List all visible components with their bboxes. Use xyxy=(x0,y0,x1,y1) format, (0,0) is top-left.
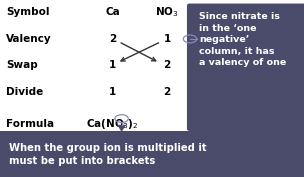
Text: Since nitrate is
in the ‘one
negative’
column, it has
a valency of one: Since nitrate is in the ‘one negative’ c… xyxy=(199,12,286,67)
Text: 1: 1 xyxy=(109,87,116,97)
Text: Ca: Ca xyxy=(105,7,120,17)
Text: 2: 2 xyxy=(164,61,171,70)
Text: 1: 1 xyxy=(109,61,116,70)
Text: 2: 2 xyxy=(109,34,116,44)
Text: When the group ion is multiplied it
must be put into brackets: When the group ion is multiplied it must… xyxy=(9,143,207,166)
Text: 1: 1 xyxy=(164,34,171,44)
Text: Swap: Swap xyxy=(6,61,38,70)
Text: Divide: Divide xyxy=(6,87,43,97)
Text: NO$_3$: NO$_3$ xyxy=(155,5,179,19)
FancyBboxPatch shape xyxy=(0,131,304,177)
Text: Formula: Formula xyxy=(6,119,54,129)
Text: Ca(NO$_3$)$_2$: Ca(NO$_3$)$_2$ xyxy=(86,117,139,131)
FancyBboxPatch shape xyxy=(187,4,304,131)
Polygon shape xyxy=(117,125,126,132)
Text: 2: 2 xyxy=(164,87,171,97)
Text: Symbol: Symbol xyxy=(6,7,50,17)
Text: Valency: Valency xyxy=(6,34,52,44)
